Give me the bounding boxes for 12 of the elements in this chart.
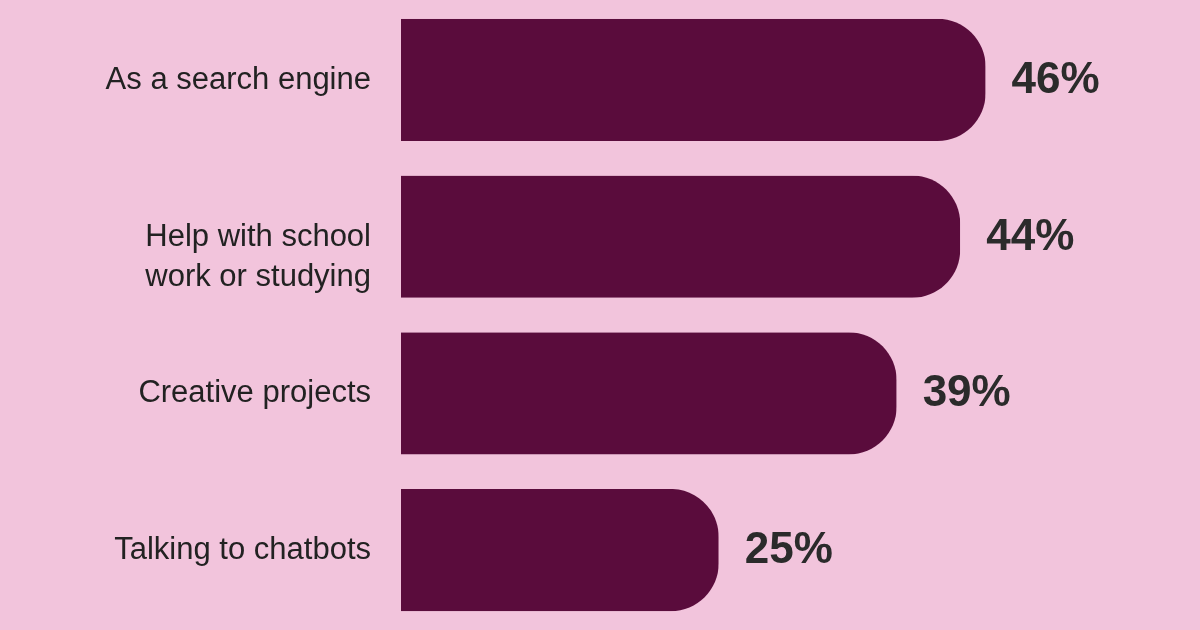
- data-label: 44%: [986, 209, 1075, 259]
- bar: [401, 18, 986, 142]
- y-tick-label: Talking to chatbots: [114, 531, 371, 567]
- data-label: 46%: [1011, 52, 1100, 102]
- y-tick-label: Creative projects: [138, 374, 371, 410]
- bar: [401, 175, 961, 298]
- bar: [401, 332, 897, 455]
- bar: [401, 488, 719, 612]
- data-label: 25%: [744, 523, 833, 573]
- data-label: 39%: [922, 366, 1011, 416]
- y-tick-label: Help with school work or studying: [144, 217, 371, 293]
- y-tick-label: As a search engine: [105, 60, 371, 96]
